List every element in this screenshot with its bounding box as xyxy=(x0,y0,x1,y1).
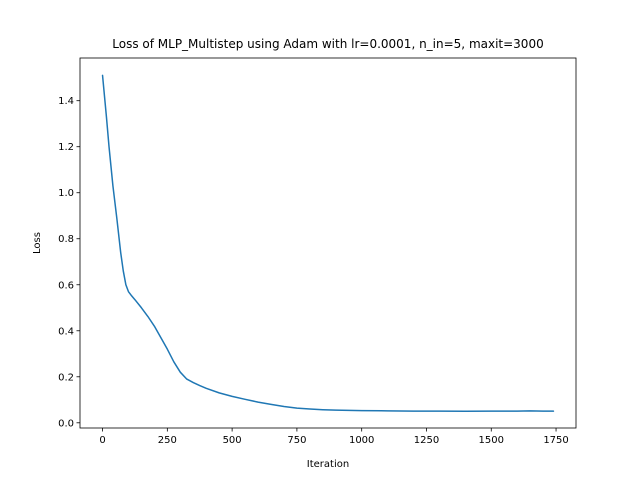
y-tick-label: 0.2 xyxy=(58,372,74,383)
series-layer xyxy=(101,74,555,413)
x-tick-label: 750 xyxy=(287,435,306,446)
x-tick-label: 1750 xyxy=(543,435,568,446)
x-tick-label: 0 xyxy=(99,435,105,446)
y-tick-label: 1.4 xyxy=(58,96,74,107)
ticks-layer: 0 250 500 750 1000 1250 1500 1750 0.0 0.2 0.4 0.6 0.… xyxy=(58,96,569,446)
x-tick-label: 1000 xyxy=(349,435,374,446)
loss-line xyxy=(101,74,555,413)
y-tick-label: 1.2 xyxy=(58,142,74,153)
x-axis-title: Iteration xyxy=(307,459,349,470)
x-tick-label: 1250 xyxy=(414,435,439,446)
plot-frame xyxy=(79,57,577,429)
y-tick-label: 1.0 xyxy=(58,188,74,199)
y-tick-label: 0.8 xyxy=(58,234,74,245)
y-tick-label: 0.0 xyxy=(58,418,74,429)
x-tick-label: 1500 xyxy=(479,435,504,446)
chart-title: Loss of MLP_Multistep using Adam with lr… xyxy=(112,37,543,51)
x-tick-label: 500 xyxy=(223,435,242,446)
x-tick-label: 250 xyxy=(158,435,177,446)
y-tick-label: 0.6 xyxy=(58,280,74,291)
y-tick-label: 0.4 xyxy=(58,326,74,337)
y-axis-title: Loss xyxy=(32,232,43,254)
